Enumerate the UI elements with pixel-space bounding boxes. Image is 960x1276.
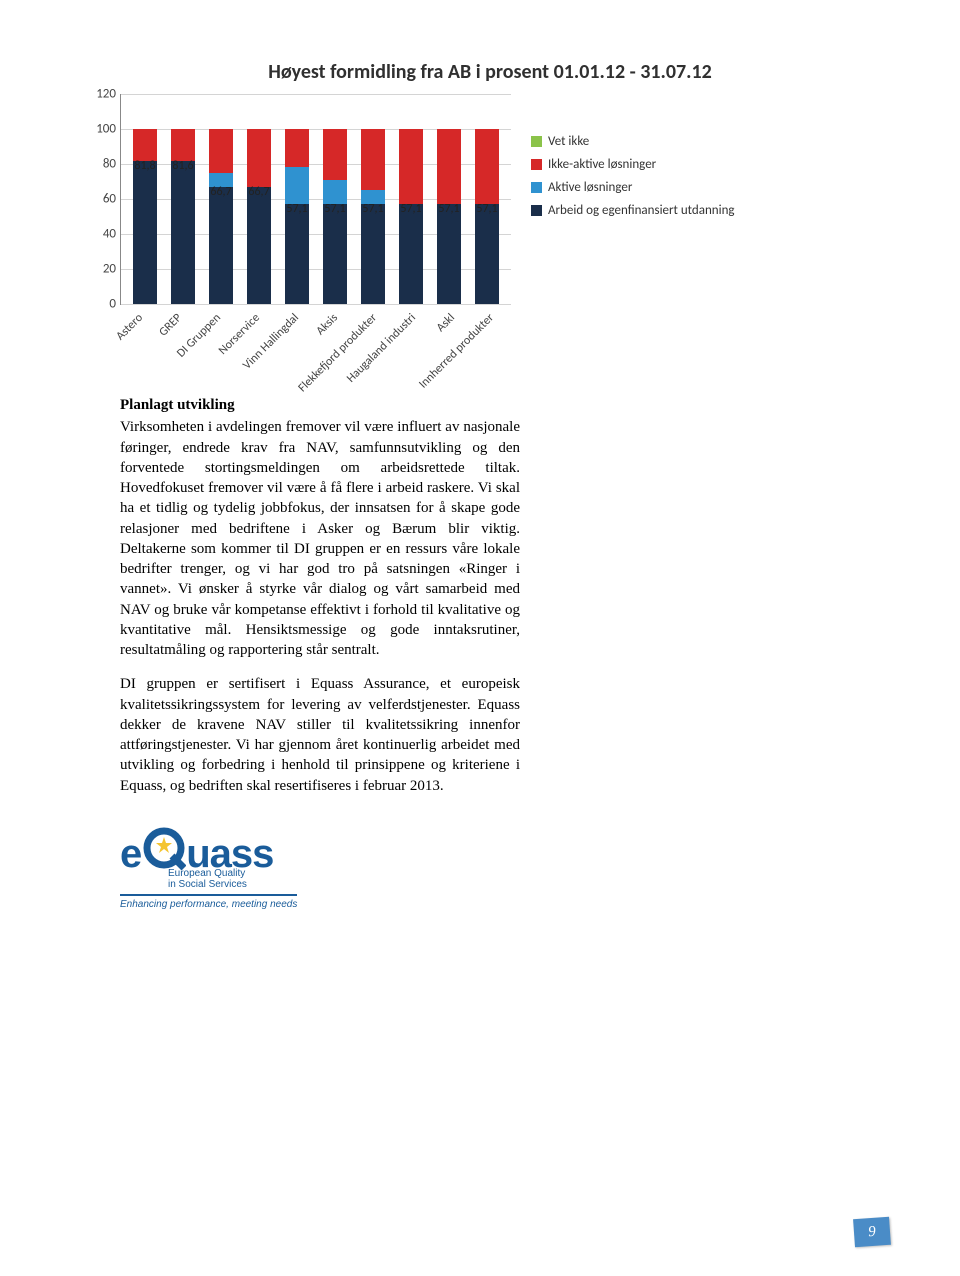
legend-label: Arbeid og egenfinansiert utdanning (548, 203, 735, 218)
y-axis-label: 0 (86, 297, 116, 312)
bar-segment (285, 129, 309, 167)
x-axis-label: GREP (156, 311, 184, 339)
logo-subtitle: European Quality in Social Services (168, 868, 320, 890)
bar-value-label: 81,8 (134, 159, 155, 173)
y-axis-label: 80 (86, 157, 116, 172)
legend-label: Aktive løsninger (548, 180, 632, 195)
y-axis-label: 120 (86, 87, 116, 102)
bar-value-label: 57,1 (324, 202, 345, 216)
paragraph-2: DI gruppen er sertifisert i Equass Assur… (120, 674, 520, 796)
bar-segment (247, 129, 271, 187)
legend-item: Arbeid og egenfinansiert utdanning (531, 203, 735, 218)
bar-segment (247, 187, 271, 304)
logo-q-svg (142, 826, 186, 870)
logo-letters-uass: uass (186, 838, 273, 870)
bar-segment (437, 129, 461, 204)
logo-tagline: Enhancing performance, meeting needs (120, 894, 297, 910)
x-axis-label: Astero (113, 311, 145, 343)
y-axis-label: 100 (86, 122, 116, 137)
x-axis-label: Haugaland industri (344, 311, 419, 386)
chart-legend: Vet ikke Ikke-aktive løsninger Aktive løsn… (531, 134, 735, 226)
bar: 66,7 (209, 129, 233, 304)
body-text: Planlagt utvikling Virksomheten i avdeli… (120, 395, 520, 796)
bar: 57,1 (399, 129, 423, 304)
bar-segment (323, 180, 347, 205)
bar-segment (361, 204, 385, 304)
equass-logo: e uass European Quality in Social Servic… (120, 826, 320, 912)
chart-plot: 02040608010012081,881,666,766,757,157,15… (120, 94, 511, 305)
chart-title: Høyest formidling fra AB i prosent 01.01… (120, 60, 860, 84)
bar-segment (171, 129, 195, 161)
x-axis-label: Aksis (313, 311, 340, 338)
bar-segment (399, 129, 423, 204)
y-axis-label: 60 (86, 192, 116, 207)
bar-segment (475, 129, 499, 204)
bar-segment (475, 204, 499, 304)
section-heading: Planlagt utvikling (120, 395, 520, 415)
bar-value-label: 66,7 (248, 185, 269, 199)
equass-logo-row: e uass European Quality in Social Servic… (120, 826, 860, 912)
chart-x-labels: AsteroGREPDI GruppenNorserviceVinn Halli… (120, 305, 510, 365)
bar: 57,1 (437, 129, 461, 304)
bar-segment (323, 204, 347, 304)
bar: 66,7 (247, 129, 271, 304)
logo-sub-line2: in Social Services (168, 879, 247, 890)
bar-value-label: 57,1 (362, 202, 383, 216)
bar-segment (399, 204, 423, 304)
bar: 57,1 (323, 129, 347, 304)
paragraph-1: Virksomheten i avdelingen fremover vil v… (120, 417, 520, 660)
legend-label: Vet ikke (548, 134, 589, 149)
bar: 81,8 (133, 129, 157, 304)
bar-value-label: 57,1 (438, 202, 459, 216)
legend-swatch (531, 205, 542, 216)
bar-segment (133, 129, 157, 161)
bar-value-label: 57,1 (286, 202, 307, 216)
legend-swatch (531, 159, 542, 170)
x-axis-label: Askl (433, 311, 457, 335)
bar-value-label: 66,7 (210, 185, 231, 199)
bar-segment (209, 187, 233, 304)
bar-segment (285, 167, 309, 204)
bars-container: 81,8 81,6 66,7 66,7 57,1 57,1 57,1 57,1 57,1 57,1 (121, 94, 511, 304)
legend-item: Aktive løsninger (531, 180, 735, 195)
chart-container: Høyest formidling fra AB i prosent 01.01… (120, 60, 860, 365)
page-number: 9 (853, 1217, 891, 1247)
bar-segment (285, 204, 309, 304)
legend-swatch (531, 136, 542, 147)
y-axis-label: 40 (86, 227, 116, 242)
bar: 57,1 (475, 129, 499, 304)
bar-segment (361, 129, 385, 190)
x-axis-label: Innherred produkter (416, 311, 496, 391)
bar-segment (133, 161, 157, 304)
bar-segment (323, 129, 347, 180)
bar-value-label: 81,6 (172, 159, 193, 173)
bar: 81,6 (171, 129, 195, 304)
logo-letter-e: e (120, 838, 142, 870)
logo-letter-q (142, 826, 186, 870)
bar: 57,1 (285, 129, 309, 304)
bar-segment (437, 204, 461, 304)
bar-segment (171, 161, 195, 304)
legend-swatch (531, 182, 542, 193)
y-axis-label: 20 (86, 262, 116, 277)
bar: 57,1 (361, 129, 385, 304)
bar-value-label: 57,1 (400, 202, 421, 216)
legend-item: Ikke-aktive løsninger (531, 157, 735, 172)
legend-label: Ikke-aktive løsninger (548, 157, 656, 172)
legend-item: Vet ikke (531, 134, 735, 149)
bar-value-label: 57,1 (476, 202, 497, 216)
bar-segment (209, 129, 233, 173)
